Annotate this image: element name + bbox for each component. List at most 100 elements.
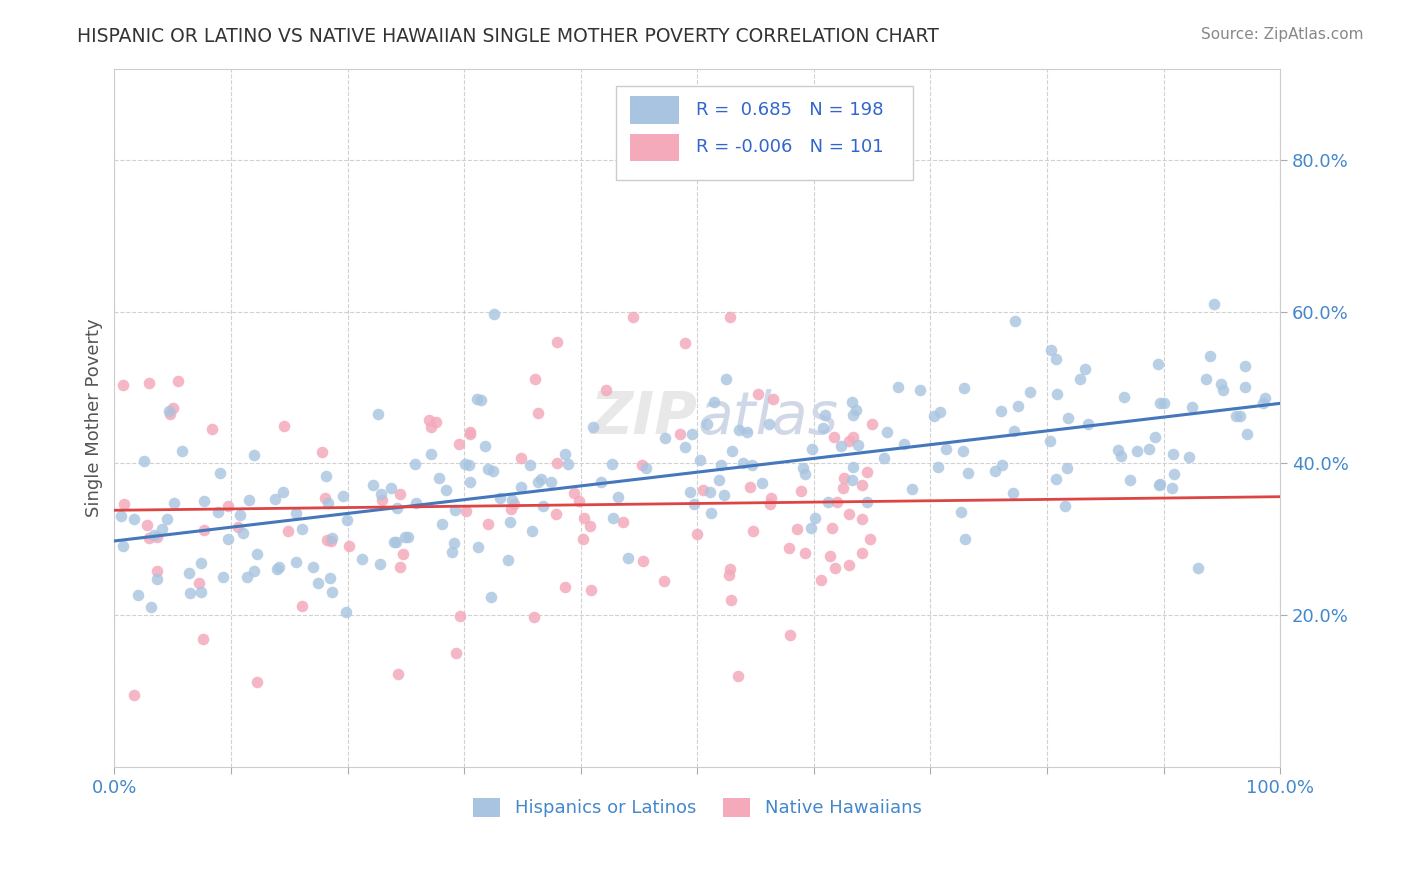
Point (143, 528, 166, 542)
Point (307, 576, 329, 591)
Point (335, 605, 357, 619)
Point (1254, 391, 1277, 405)
Point (157, 404, 180, 418)
Point (392, 548, 415, 562)
Point (172, 443, 194, 458)
Point (447, 437, 470, 451)
Point (718, 562, 741, 576)
Point (193, 632, 215, 646)
Point (860, 417, 883, 432)
Point (1114, 390, 1136, 404)
Point (187, 575, 209, 590)
Point (710, 458, 733, 472)
Point (673, 440, 696, 454)
Point (179, 586, 201, 600)
Point (217, 500, 239, 514)
Point (208, 467, 231, 481)
Point (1153, 396, 1175, 410)
Point (540, 475, 562, 489)
Point (696, 417, 718, 431)
Point (793, 546, 815, 560)
Point (523, 609, 546, 624)
Point (277, 524, 299, 538)
Point (579, 519, 602, 533)
Point (526, 406, 548, 420)
Point (207, 505, 229, 519)
Point (841, 473, 863, 487)
Point (908, 383, 931, 397)
Point (1229, 409, 1251, 423)
Point (444, 503, 467, 517)
Point (243, 448, 266, 462)
Point (779, 627, 801, 641)
Point (1107, 443, 1129, 458)
Point (851, 478, 873, 492)
Point (574, 511, 596, 525)
Point (887, 380, 910, 394)
Point (721, 443, 744, 458)
Point (273, 418, 295, 433)
Point (273, 485, 295, 500)
Point (621, 310, 644, 324)
Point (427, 471, 450, 485)
Point (612, 515, 634, 529)
Point (302, 559, 325, 574)
Point (801, 442, 824, 456)
Point (388, 487, 411, 501)
Point (246, 547, 269, 561)
Point (418, 413, 440, 427)
Point (735, 425, 758, 439)
FancyBboxPatch shape (630, 134, 679, 161)
Point (838, 434, 860, 449)
Point (727, 669, 749, 683)
Point (686, 527, 709, 541)
Point (1045, 472, 1067, 486)
Point (804, 511, 827, 525)
Point (855, 495, 877, 509)
Point (132, 453, 155, 467)
Point (1069, 372, 1091, 386)
Point (212, 569, 235, 583)
Point (713, 488, 735, 502)
Point (832, 471, 855, 485)
Point (928, 405, 950, 419)
Point (238, 492, 260, 507)
Point (177, 566, 200, 580)
Point (1149, 477, 1171, 491)
Text: HISPANIC OR LATINO VS NATIVE HAWAIIAN SINGLE MOTHER POVERTY CORRELATION CHART: HISPANIC OR LATINO VS NATIVE HAWAIIAN SI… (77, 27, 939, 45)
Point (1038, 434, 1060, 449)
Point (1161, 447, 1184, 461)
Point (700, 506, 723, 520)
Point (436, 483, 458, 498)
Point (827, 494, 849, 508)
Point (458, 475, 481, 489)
Point (811, 421, 834, 435)
Point (759, 491, 782, 505)
Point (1209, 376, 1232, 391)
Point (267, 560, 290, 574)
Point (193, 494, 215, 508)
Point (681, 427, 703, 442)
Point (832, 481, 855, 495)
Point (321, 531, 343, 545)
Point (350, 551, 373, 566)
Point (709, 473, 731, 487)
Point (332, 489, 354, 503)
Point (226, 520, 249, 534)
Point (554, 447, 576, 461)
Point (728, 423, 751, 437)
Point (817, 494, 839, 508)
Point (607, 491, 630, 505)
Point (122, 512, 145, 526)
Point (454, 457, 477, 471)
Point (404, 457, 426, 471)
Point (1187, 561, 1209, 575)
Point (316, 496, 339, 510)
Point (263, 492, 285, 507)
Point (1198, 349, 1220, 363)
Point (562, 486, 585, 500)
Point (162, 401, 184, 415)
Point (717, 567, 740, 582)
Point (654, 431, 676, 445)
Point (371, 492, 394, 507)
